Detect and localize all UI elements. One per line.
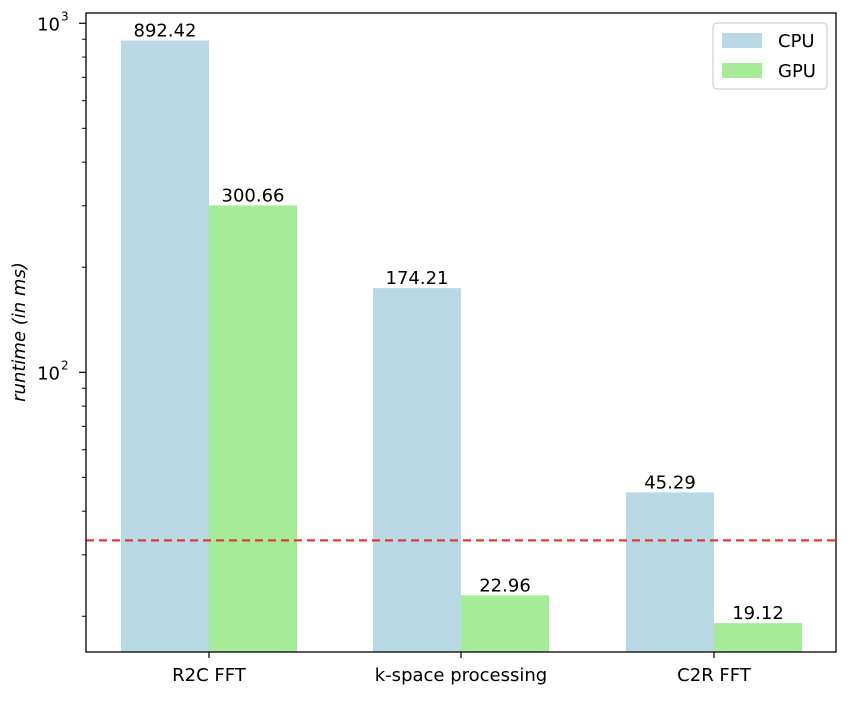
- bar-value-label: 174.21: [386, 268, 449, 289]
- bar-cpu-2: [626, 492, 714, 652]
- bar-gpu-0: [209, 205, 297, 652]
- legend: CPU GPU: [712, 22, 828, 90]
- legend-swatch: [722, 33, 762, 48]
- bar-value-label: 19.12: [732, 603, 784, 624]
- x-tick-label: C2R FFT: [677, 665, 752, 686]
- y-tick-label: 10: [37, 14, 60, 35]
- y-tick-exponent: 3: [61, 9, 69, 23]
- bar-gpu-1: [461, 595, 549, 652]
- x-tick-label: k-space processing: [375, 665, 547, 686]
- bar-gpu-2: [714, 623, 802, 652]
- x-tick-label: R2C FFT: [172, 665, 247, 686]
- bars-group: [121, 40, 802, 653]
- bar-cpu-0: [121, 40, 209, 653]
- y-axis-label: runtime (in ms): [9, 262, 30, 402]
- bar-cpu-1: [373, 288, 461, 652]
- legend-swatch: [722, 63, 762, 78]
- bar-value-label: 300.66: [222, 185, 285, 206]
- legend-label: GPU: [778, 61, 816, 82]
- y-tick-label: 10: [37, 363, 60, 384]
- y-tick-exponent: 2: [61, 358, 69, 372]
- bar-value-labels: 892.42 174.21 45.29 300.66 22.96 19.12: [134, 21, 784, 625]
- bar-value-label: 892.42: [134, 21, 197, 42]
- legend-label: CPU: [778, 31, 815, 52]
- bar-value-label: 45.29: [644, 472, 696, 493]
- bar-value-label: 22.96: [479, 575, 531, 596]
